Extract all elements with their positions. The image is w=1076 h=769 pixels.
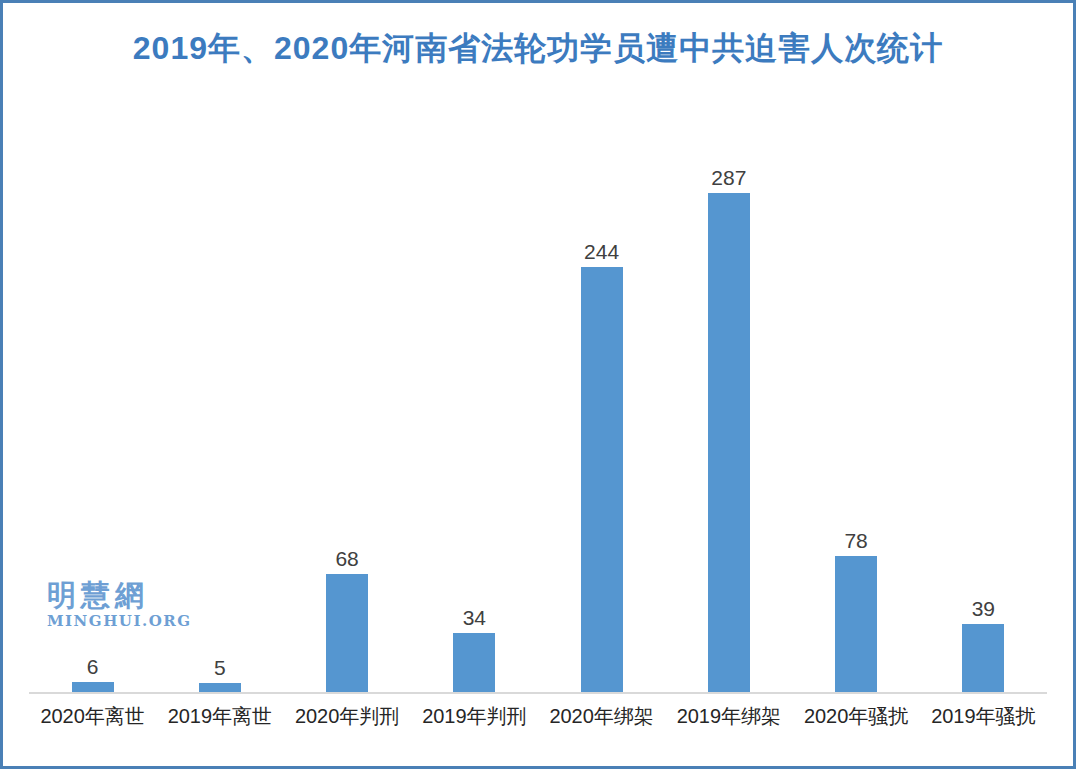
x-axis-label: 2020年判刑 (284, 694, 411, 730)
bar-slot: 5 (156, 657, 283, 692)
bar (199, 683, 241, 692)
x-axis-label: 2019年离世 (156, 694, 283, 730)
bar-slot: 68 (284, 548, 411, 692)
x-axis-label: 2019年判刑 (411, 694, 538, 730)
bar-slot: 39 (920, 598, 1047, 692)
x-axis-labels-row: 2020年离世2019年离世2020年判刑2019年判刑2020年绑架2019年… (29, 694, 1047, 730)
bar-value-label: 6 (87, 656, 99, 677)
watermark-chinese-text: 明慧網 (47, 581, 191, 610)
bar-slot: 6 (29, 656, 156, 692)
bar-slot: 287 (665, 167, 792, 692)
x-axis-label: 2019年绑架 (665, 694, 792, 730)
bar-value-label: 78 (844, 530, 867, 551)
x-axis-label: 2019年骚扰 (920, 694, 1047, 730)
bar (72, 682, 114, 692)
bar-value-label: 5 (214, 657, 226, 678)
bar (326, 574, 368, 692)
plot-area: 6568342442877839 2020年离世2019年离世2020年判刑20… (29, 170, 1047, 730)
bar-value-label: 68 (335, 548, 358, 569)
bar (708, 193, 750, 692)
x-axis-label: 2020年骚扰 (793, 694, 920, 730)
bar (962, 624, 1004, 692)
bar (581, 267, 623, 692)
watermark-latin-text: MINGHUI.ORG (47, 614, 191, 629)
bar-slot: 244 (538, 241, 665, 692)
bar-value-label: 34 (463, 607, 486, 628)
x-axis-label: 2020年绑架 (538, 694, 665, 730)
chart-frame: 2019年、2020年河南省法轮功学员遭中共迫害人次统计 6 5 68 34 244 28… (0, 0, 1076, 769)
bar-value-label: 39 (972, 598, 995, 619)
bar (453, 633, 495, 692)
bar-slot: 78 (793, 530, 920, 692)
bar-value-label: 244 (584, 241, 619, 262)
bar (835, 556, 877, 692)
chart-title: 2019年、2020年河南省法轮功学员遭中共迫害人次统计 (3, 27, 1073, 71)
bar-value-label: 287 (711, 167, 746, 188)
minghui-watermark: 明慧網 MINGHUI.ORG (47, 581, 191, 629)
x-axis-label: 2020年离世 (29, 694, 156, 730)
bar-slot: 34 (411, 607, 538, 692)
